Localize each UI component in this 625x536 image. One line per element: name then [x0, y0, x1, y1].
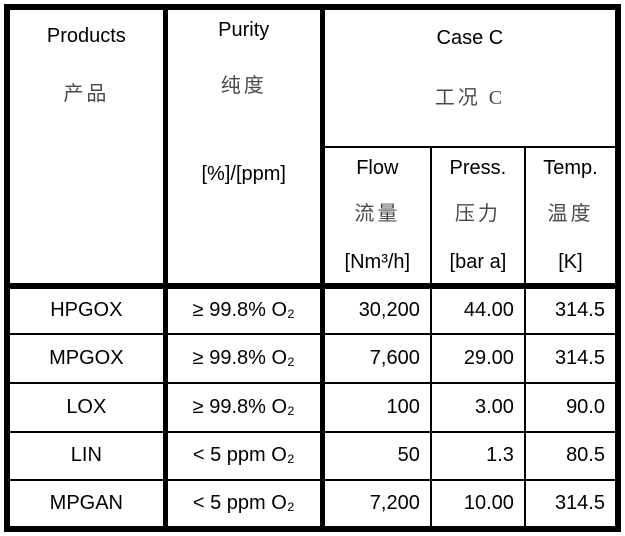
row-purity-value: < 5 ppm O₂: [164, 430, 325, 482]
row-flow-value: 50: [321, 430, 432, 482]
row-purity-value: ≥ 99.8% O₂: [164, 381, 325, 433]
product-spec-table: Products 产品 Purity 纯度 [%]/[ppm] Case C 工…: [4, 4, 621, 532]
header-products-content: Products 产品: [10, 10, 160, 283]
header-press-cell: Press. 压力 [bar a]: [429, 146, 526, 287]
row-temp-value: 314.5: [523, 333, 620, 384]
header-purity-unit: [%]/[ppm]: [201, 163, 286, 185]
table-row: MPGOX ≥ 99.8% O₂ 7,600 29.00 314.5: [5, 333, 620, 384]
header-flow-label-zh: 流量: [354, 202, 401, 225]
header-flow-label-en: Flow: [356, 156, 399, 179]
header-press-unit: [bar a]: [449, 250, 507, 273]
header-flow-unit: [Nm³/h]: [344, 250, 411, 273]
row-temp-value: 90.0: [523, 381, 620, 433]
row-press-value: 10.00: [429, 479, 526, 530]
header-purity-label-zh: 纯度: [220, 75, 267, 97]
header-purity-cell: Purity 纯度 [%]/[ppm]: [164, 7, 325, 287]
row-flow-value: 7,600: [321, 333, 432, 384]
row-press-value: 3.00: [429, 381, 526, 433]
row-press-value: 29.00: [429, 333, 526, 384]
row-press-value: 44.00: [429, 282, 526, 336]
row-product-name: LIN: [5, 430, 168, 482]
header-press-label-en: Press.: [449, 156, 507, 179]
table-row: LOX ≥ 99.8% O₂ 100 3.00 90.0: [5, 381, 620, 433]
row-product-name: HPGOX: [5, 282, 168, 336]
header-products-cell: Products 产品: [5, 7, 168, 287]
table-row: MPGAN < 5 ppm O₂ 7,200 10.00 314.5: [5, 479, 620, 530]
row-flow-value: 100: [321, 381, 432, 433]
row-purity-value: ≥ 99.8% O₂: [164, 282, 325, 336]
header-temp-label-zh: 温度: [547, 202, 594, 225]
header-flow-cell: Flow 流量 [Nm³/h]: [321, 146, 432, 287]
header-products-label-zh: 产品: [63, 83, 110, 105]
header-purity-content: Purity 纯度 [%]/[ppm]: [168, 10, 318, 283]
row-product-name: LOX: [5, 381, 168, 433]
table-row: LIN < 5 ppm O₂ 50 1.3 80.5: [5, 430, 620, 482]
row-flow-value: 7,200: [321, 479, 432, 530]
row-purity-value: ≥ 99.8% O₂: [164, 333, 325, 384]
header-flow-content: Flow 流量 [Nm³/h]: [325, 148, 429, 283]
row-temp-value: 314.5: [523, 282, 620, 336]
header-products-label-en: Products: [46, 25, 126, 47]
header-press-content: Press. 压力 [bar a]: [433, 148, 523, 283]
row-product-name: MPGOX: [5, 333, 168, 384]
row-flow-value: 30,200: [321, 282, 432, 336]
row-press-value: 1.3: [429, 430, 526, 482]
header-temp-content: Temp. 温度 [K]: [527, 148, 615, 283]
row-product-name: MPGAN: [5, 479, 168, 530]
row-temp-value: 80.5: [523, 430, 620, 482]
header-purity-label-en: Purity: [218, 19, 270, 41]
row-temp-value: 314.5: [523, 479, 620, 530]
table-row: HPGOX ≥ 99.8% O₂ 30,200 44.00 314.5: [5, 282, 620, 336]
header-temp-cell: Temp. 温度 [K]: [523, 146, 620, 287]
row-purity-value: < 5 ppm O₂: [164, 479, 325, 530]
header-temp-unit: [K]: [558, 250, 583, 273]
header-case-label-en: Case C: [436, 27, 504, 49]
header-case-content: Case C 工况 C: [325, 10, 615, 145]
header-press-label-zh: 压力: [454, 202, 501, 225]
header-temp-label-en: Temp.: [543, 156, 598, 179]
header-case-cell: Case C 工况 C: [321, 7, 619, 148]
header-case-label-zh: 工况 C: [434, 87, 506, 109]
